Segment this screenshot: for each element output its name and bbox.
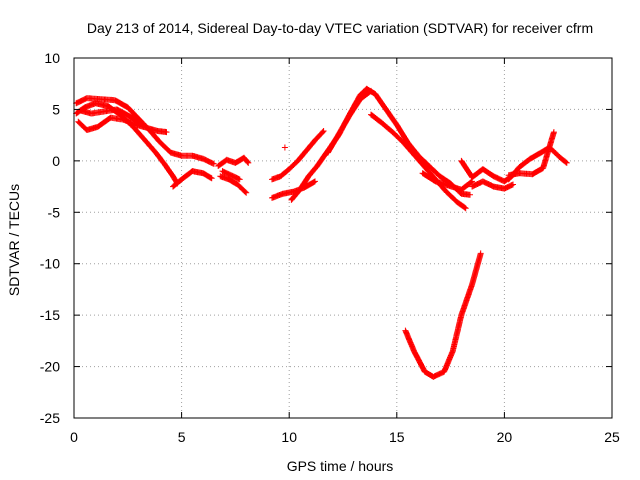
y-tick-label: 10 xyxy=(44,50,60,66)
data-point-track xyxy=(219,168,243,183)
x-tick-label: 5 xyxy=(178,429,186,445)
y-tick-label: -15 xyxy=(40,307,60,323)
data-point-track xyxy=(281,144,288,151)
x-tick-label: 15 xyxy=(389,429,405,445)
axis-ticks: 0 5 10 15 20 25 -25 -20 -15 -10 -5 0 5 10 xyxy=(40,50,620,445)
gridlines xyxy=(74,58,612,418)
x-axis-label: GPS time / hours xyxy=(287,458,394,474)
data-point-track xyxy=(217,173,250,196)
data-point-track xyxy=(77,106,146,129)
y-axis-label: SDTVAR / TECUs xyxy=(6,184,22,296)
chart-title: Day 213 of 2014, Sidereal Day-to-day VTE… xyxy=(87,20,593,36)
y-tick-label: 5 xyxy=(52,101,60,117)
y-tick-label: -10 xyxy=(40,256,60,272)
data-point-track xyxy=(469,178,516,192)
data-point-track xyxy=(75,114,170,136)
data-point-track xyxy=(73,95,217,167)
y-tick-label: -20 xyxy=(40,359,60,375)
data-point-track xyxy=(324,87,374,156)
x-tick-label: 0 xyxy=(70,429,78,445)
data-series xyxy=(73,85,570,380)
data-point-track xyxy=(215,154,252,169)
y-tick-label: -25 xyxy=(40,410,60,426)
x-tick-label: 25 xyxy=(604,429,620,445)
y-tick-label: 0 xyxy=(52,153,60,169)
data-point-track xyxy=(419,170,476,193)
data-point-track xyxy=(505,129,557,179)
plot-frame xyxy=(73,57,613,419)
y-tick-label: -5 xyxy=(48,204,61,220)
x-tick-label: 10 xyxy=(281,429,297,445)
data-point-track xyxy=(402,250,484,380)
data-point-track xyxy=(170,168,215,190)
x-tick-label: 20 xyxy=(497,429,513,445)
data-point-track xyxy=(269,128,327,183)
data-point-track xyxy=(363,85,473,198)
data-point-track xyxy=(368,111,469,212)
